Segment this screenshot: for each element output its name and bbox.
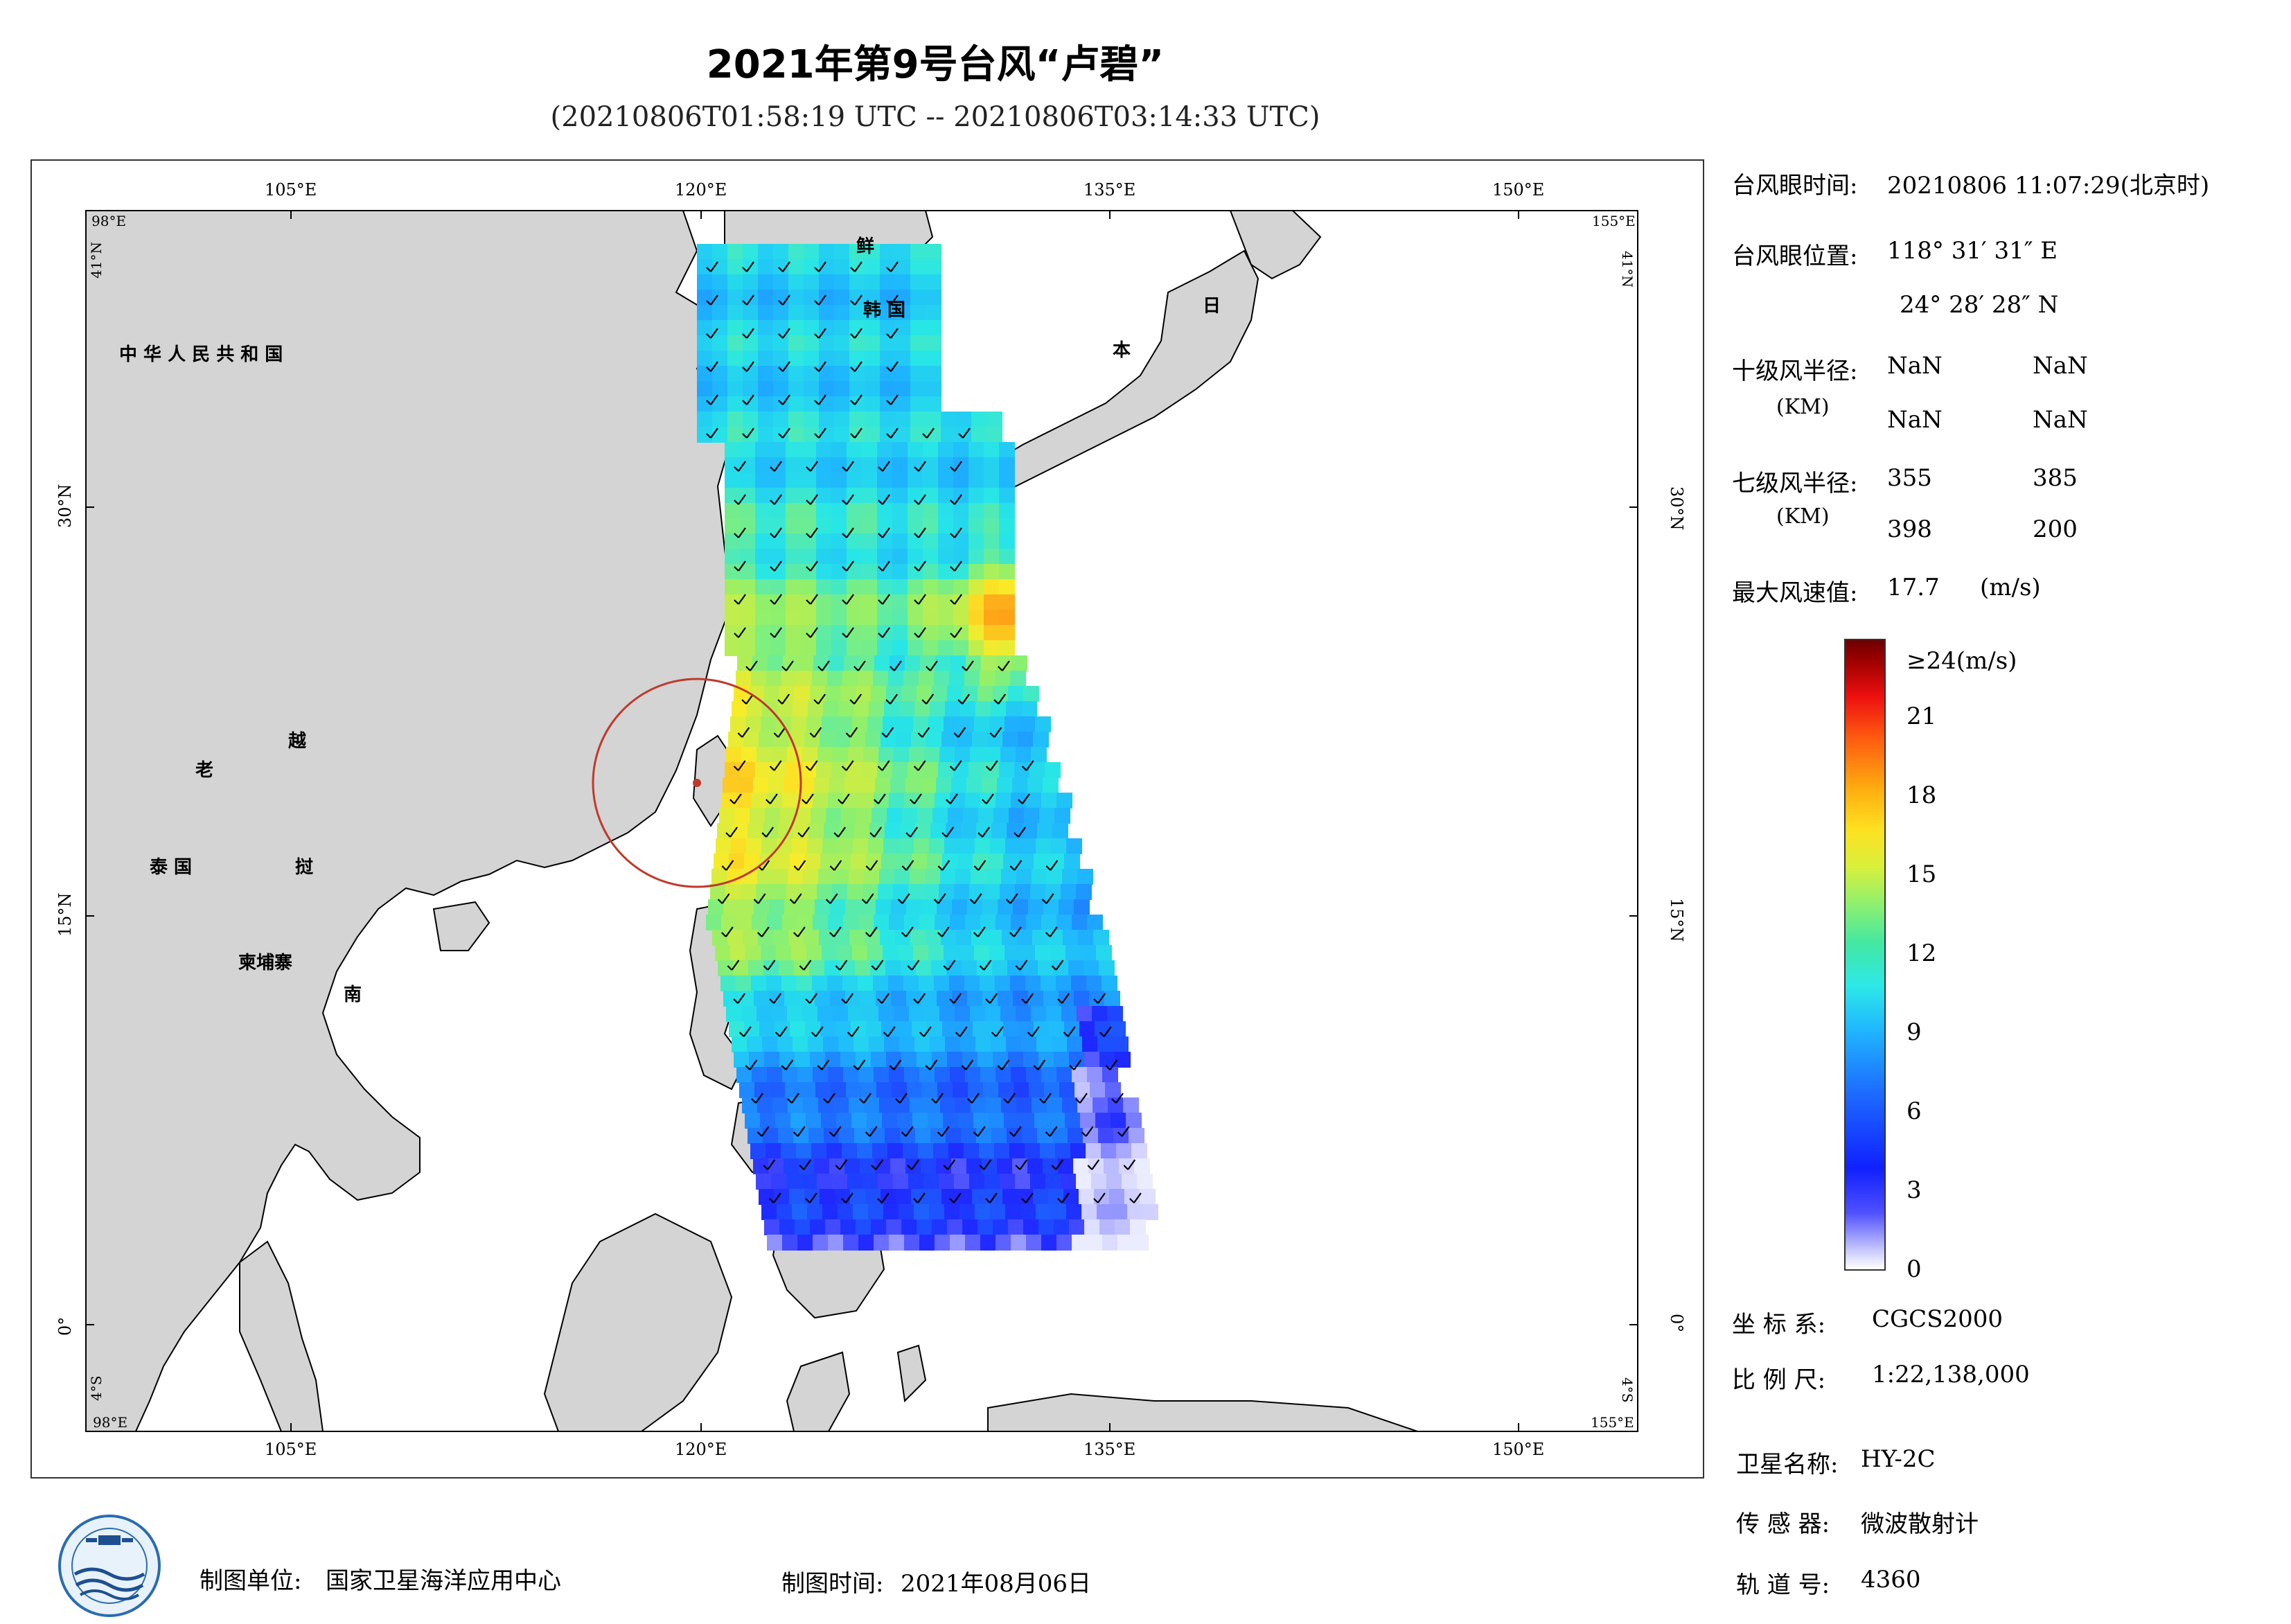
time-range-subtitle: (20210806T01:58:19 UTC -- 20210806T03:14… [550,101,1320,133]
halmahera [896,1344,927,1403]
wind-field-map: 中 华 人 民 共 和 国 鲜 韩 国 日 本 老 越 泰 国 挝 柬埔寨 南 … [55,180,1686,1459]
label-vietnam-nan: 南 [344,985,362,1005]
colorbar-tick-18: 18 [1907,782,1937,809]
lat-tick-left-0: 0° [55,1317,75,1336]
satellite-value: HY-2C [1861,1445,1936,1473]
sensor-value: 微波散射计 [1861,1510,1979,1538]
map-panel: 中 华 人 民 共 和 国 鲜 韩 国 日 本 老 越 泰 国 挝 柬埔寨 南 … [30,159,1704,1479]
label-japan-ri: 日 [1203,296,1221,317]
corner-tr-lon: 155°E [1592,213,1636,229]
scale-label: 比 例 尺: [1732,1366,1826,1394]
label-korea-south: 韩 国 [863,300,905,321]
r7-unit: (KM) [1776,504,1830,529]
orbit-label: 轨 道 号: [1736,1571,1830,1599]
label-china: 中 华 人 民 共 和 国 [119,344,283,365]
label-laos: 老 [195,760,213,781]
map-date-label: 制图时间: [781,1570,884,1598]
lat-tick-right-15: 15°N [1667,898,1686,942]
r10-nw: NaN [2033,406,2088,434]
nsoas-logo [54,1510,165,1621]
r10-se: NaN [2033,352,2088,380]
corner-bl-lat: 4°S [88,1376,105,1401]
borneo [543,1212,733,1431]
corner-tr-lat: 41°N [1619,251,1636,288]
label-laos-wo: 挝 [295,857,313,878]
colorbar-tick-3: 3 [1907,1176,1922,1204]
lon-tick-bot-150: 150°E [1492,1440,1544,1459]
colorbar-tick-15: 15 [1907,860,1937,888]
map-date-value: 2021年08月06日 [901,1570,1092,1598]
r10-sw: NaN [1887,406,1943,434]
colorbar-max-label: ≥24(m/s) [1907,647,2017,675]
colorbar-tick-9: 9 [1907,1018,1922,1046]
corner-tl-lat: 41°N [88,242,105,279]
lon-tick-top-120: 120°E [675,180,727,200]
crs-value: CGCS2000 [1872,1305,2003,1333]
r7-ne: 355 [1887,464,1932,492]
eye-pos-lon: 118° 31′ 31″ E [1887,237,2058,265]
producer-value: 国家卫星海洋应用中心 [326,1567,561,1595]
lat-tick-right-30: 30°N [1667,486,1686,531]
corner-bl-lon: 98°E [93,1414,127,1431]
wind-speed-colorbar [1844,639,1886,1271]
sensor-label: 传 感 器: [1736,1510,1830,1538]
lat-tick-right-0: 0° [1667,1314,1686,1332]
typhoon-wind-radius-circle [592,678,802,888]
lon-tick-bot-105: 105°E [265,1440,317,1459]
colorbar-tick-6: 6 [1907,1097,1922,1125]
lon-tick-top-105: 105°E [265,180,317,200]
lon-tick-bot-120: 120°E [675,1440,727,1459]
new-guinea [987,1393,1418,1431]
eye-pos-lat: 24° 28′ 28″ N [1900,291,2059,319]
colorbar-tick-12: 12 [1907,939,1937,967]
malay-peninsula [239,1240,324,1431]
sulawesi [786,1351,851,1431]
satellite-label: 卫星名称: [1736,1451,1839,1479]
max-wind-value: 17.7 [1887,574,1940,601]
lat-tick-left-15: 15°N [55,892,75,937]
lon-tick-top-150: 150°E [1492,180,1544,200]
eye-time-value: 20210806 11:07:29(北京时) [1887,172,2210,200]
label-japan-ben: 本 [1113,340,1131,361]
r10-ne: NaN [1887,352,1943,380]
orbit-value: 4360 [1861,1566,1921,1594]
typhoon-eye-marker [693,779,701,787]
max-wind-unit: (m/s) [1980,574,2041,601]
colorbar-tick-0: 0 [1907,1255,1922,1283]
lon-tick-bot-135: 135°E [1083,1440,1135,1459]
r10-label: 十级风半径: [1732,358,1858,385]
japan-hokkaido [1229,211,1322,280]
eye-time-label: 台风眼时间: [1732,172,1858,200]
corner-br-lon: 155°E [1591,1414,1634,1431]
r7-sw: 398 [1887,515,1932,543]
colorbar-tick-21: 21 [1907,703,1937,730]
wind-swath [697,244,1158,1251]
producer-label: 制图单位: [200,1567,302,1595]
max-wind-label: 最大风速值: [1732,579,1858,607]
r10-unit: (KM) [1776,395,1830,419]
r7-nw: 200 [2033,515,2078,543]
label-korea-north: 鲜 [856,236,874,257]
map-title: 2021年第9号台风“卢碧” [706,42,1165,87]
corner-tl-lon: 98°E [91,213,126,229]
label-cambodia: 柬埔寨 [238,952,292,973]
label-thailand: 泰 国 [150,857,192,878]
scale-value: 1:22,138,000 [1872,1361,2030,1388]
lat-tick-left-30: 30°N [55,484,75,528]
crs-label: 坐 标 系: [1732,1311,1826,1339]
lon-tick-top-135: 135°E [1083,180,1135,200]
corner-br-lat: 4°S [1619,1377,1636,1402]
r7-se: 385 [2033,464,2078,492]
eye-pos-label: 台风眼位置: [1732,242,1858,270]
japan-honshu [980,249,1259,495]
hainan [432,901,490,951]
r7-label: 七级风半径: [1732,470,1858,497]
label-vietnam: 越 [288,731,307,752]
